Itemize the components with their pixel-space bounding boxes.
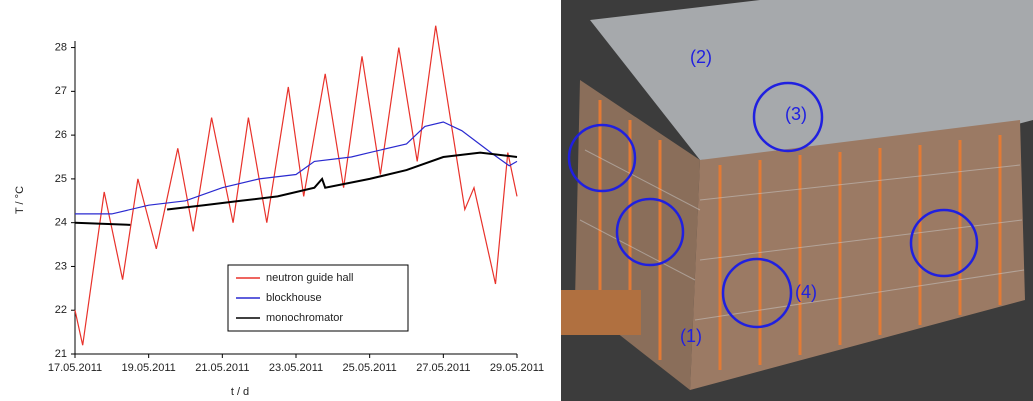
y-tick-label: 24 (55, 217, 67, 229)
legend-label: monochromator (266, 312, 343, 324)
series-line (75, 121, 518, 215)
lid (590, 0, 1033, 160)
x-axis-label: t / d (231, 386, 249, 398)
photo: (1) (2) (3) (4) (561, 0, 1033, 401)
x-tick-label: 21.05.2011 (195, 362, 249, 374)
photo-label: (1) (680, 326, 702, 346)
photo-label: (4) (795, 282, 817, 302)
legend-label: neutron guide hall (266, 272, 353, 284)
x-tick-label: 23.05.2011 (269, 362, 323, 374)
photo-label: (3) (785, 104, 807, 124)
y-tick-label: 22 (55, 304, 67, 316)
y-tick-label: 21 (55, 348, 67, 360)
y-axis-label: T / °C (14, 186, 26, 214)
x-tick-label: 19.05.2011 (122, 362, 176, 374)
x-tick-label: 25.05.2011 (343, 362, 397, 374)
x-tick-label: 29.05.2011 (490, 362, 544, 374)
y-tick-label: 25 (55, 173, 67, 185)
x-tick-label: 17.05.2011 (48, 362, 102, 374)
y-tick-label: 26 (55, 129, 67, 141)
x-tick-label: 27.05.2011 (416, 362, 470, 374)
y-tick-label: 28 (55, 41, 67, 53)
mesh (579, 149, 1025, 321)
series-line (74, 25, 518, 346)
markers (567, 81, 979, 329)
y-tick-label: 27 (55, 85, 67, 97)
legend-label: blockhouse (266, 292, 322, 304)
photo-label: (2) (690, 47, 712, 67)
box (561, 290, 641, 335)
series-line (74, 151, 518, 226)
y-tick-label: 23 (55, 260, 67, 272)
